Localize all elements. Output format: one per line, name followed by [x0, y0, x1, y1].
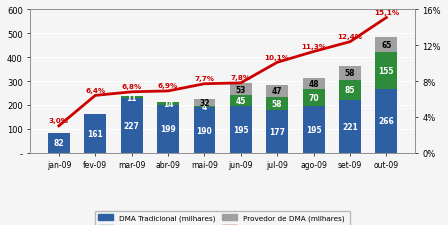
Text: 177: 177 — [269, 128, 285, 136]
Text: 15,1%: 15,1% — [374, 10, 399, 16]
Bar — [339, 67, 361, 80]
Text: 4: 4 — [202, 103, 207, 112]
Bar — [230, 107, 252, 153]
Bar — [303, 90, 324, 107]
Text: 85: 85 — [345, 86, 355, 95]
Text: 47: 47 — [272, 87, 283, 96]
Text: 6,9%: 6,9% — [158, 83, 178, 89]
Text: 45: 45 — [236, 97, 246, 106]
Bar — [303, 107, 324, 153]
Bar — [157, 106, 179, 153]
Bar — [157, 102, 179, 106]
Text: 3,0%: 3,0% — [49, 118, 69, 124]
Bar — [48, 133, 70, 153]
Text: 14: 14 — [163, 99, 173, 108]
Bar — [375, 90, 397, 153]
Bar — [194, 99, 215, 107]
Bar — [375, 53, 397, 90]
Bar — [194, 108, 215, 153]
Text: 58: 58 — [272, 99, 283, 108]
Text: 32: 32 — [199, 99, 210, 108]
Bar — [194, 107, 215, 108]
Bar — [230, 83, 252, 96]
Bar — [230, 96, 252, 107]
Text: 155: 155 — [379, 67, 394, 76]
Text: 221: 221 — [342, 122, 358, 131]
Text: 195: 195 — [306, 125, 321, 134]
Bar — [121, 99, 142, 153]
Bar — [303, 79, 324, 90]
Text: 227: 227 — [124, 122, 140, 130]
Text: 195: 195 — [233, 125, 249, 134]
Text: 7,8%: 7,8% — [231, 75, 251, 81]
Text: 10,1%: 10,1% — [265, 54, 290, 60]
Bar — [84, 115, 106, 153]
Bar — [339, 101, 361, 153]
Text: 82: 82 — [53, 139, 64, 148]
Text: 53: 53 — [236, 85, 246, 94]
Text: 6,8%: 6,8% — [121, 84, 142, 90]
Text: 48: 48 — [308, 80, 319, 89]
Bar — [339, 80, 361, 101]
Text: 11: 11 — [126, 93, 137, 102]
Text: 199: 199 — [160, 125, 176, 134]
Bar — [266, 97, 288, 111]
Text: 11,3%: 11,3% — [301, 44, 326, 50]
Text: 58: 58 — [345, 69, 355, 78]
Text: 65: 65 — [381, 41, 392, 50]
Bar — [121, 97, 142, 99]
Text: 190: 190 — [197, 126, 212, 135]
Text: 7,7%: 7,7% — [194, 76, 215, 82]
Bar — [375, 38, 397, 53]
Text: 70: 70 — [308, 94, 319, 103]
Bar — [266, 86, 288, 97]
Text: 161: 161 — [87, 129, 103, 138]
Legend: DMA Tradicional (milhares), CME Globex (milhares), Provedor de DMA (milhares), %: DMA Tradicional (milhares), CME Globex (… — [95, 211, 350, 225]
Text: 6,4%: 6,4% — [85, 87, 105, 93]
Bar — [266, 111, 288, 153]
Text: 266: 266 — [379, 117, 394, 126]
Text: 12,4%: 12,4% — [337, 34, 362, 40]
